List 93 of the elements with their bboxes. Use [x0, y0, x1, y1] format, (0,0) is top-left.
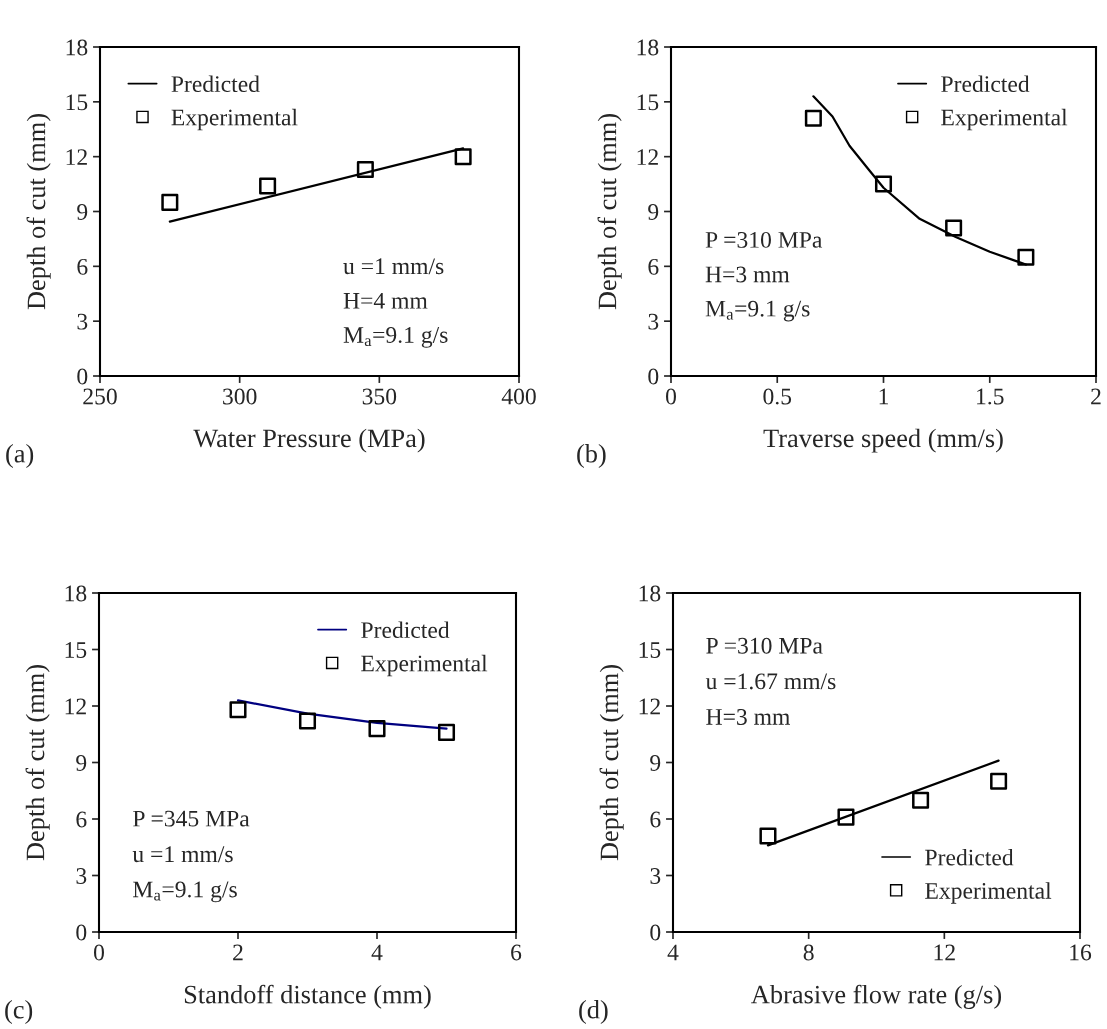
point	[229, 701, 247, 719]
y-tick-label: 0	[648, 368, 659, 385]
annotation: P =310 MPa	[705, 231, 823, 248]
point	[990, 772, 1008, 790]
point	[1017, 248, 1035, 266]
x-axis-title: Traverse speed (mm/s)	[763, 428, 1003, 453]
legend-label: Experimental	[941, 108, 1068, 131]
x-tick-label: 8	[803, 944, 814, 961]
point	[454, 148, 472, 166]
y-tick-label: 18	[637, 39, 659, 56]
x-tick-label: 250	[83, 388, 117, 405]
legend-label: Predicted	[925, 848, 1014, 866]
point	[837, 808, 855, 826]
x-tick-label: 2	[1091, 388, 1101, 405]
annotation: H=4 mm	[343, 292, 428, 309]
y-axis-title: Depth of cut (mm)	[599, 665, 624, 861]
x-tick-label: 4	[667, 944, 679, 961]
x-tick-label: 1.5	[977, 388, 1004, 405]
y-tick-label: 18	[66, 39, 88, 56]
y-tick-label: 12	[65, 698, 86, 715]
y-axis-title: Depth of cut (mm)	[597, 114, 622, 310]
y-tick-label: 6	[77, 258, 88, 275]
text: (a)	[6, 444, 34, 468]
y-tick-label: 15	[639, 642, 661, 658]
text: (d)	[579, 1000, 608, 1024]
annotation: M$_{a}$=9.1 g/s	[705, 300, 810, 322]
y-tick-label: 9	[648, 204, 659, 220]
y-tick-label: 18	[639, 585, 661, 602]
annotation: M$_{a}$=9.1 g/s	[343, 327, 448, 348]
y-tick-label: 3	[77, 313, 88, 330]
point	[161, 193, 179, 211]
y-tick-label: 6	[76, 811, 87, 828]
legend-label: Experimental	[171, 108, 298, 131]
x-axis-title: Abrasive flow rate (g/s)	[751, 984, 1002, 1009]
point	[356, 160, 374, 178]
y-tick-label: 15	[637, 94, 659, 111]
text: (b)	[577, 444, 606, 468]
annotation: H=3 mm	[706, 709, 790, 725]
point	[874, 175, 893, 193]
x-tick-label: 1	[879, 388, 888, 405]
text: (c)	[5, 1000, 33, 1024]
x-tick-label: 6	[511, 944, 522, 961]
y-tick-label: 9	[77, 204, 88, 220]
point	[759, 827, 777, 845]
x-axis-title: Water Pressure (MPa)	[193, 428, 425, 453]
point	[912, 791, 930, 809]
annotation: M$_{a}$=9.1 g/s	[133, 881, 237, 903]
legend-label: Experimental	[361, 654, 488, 677]
x-tick-label: 0.5	[763, 388, 792, 405]
y-tick-label: 3	[648, 313, 659, 330]
y-tick-label: 3	[76, 868, 87, 884]
legend-label: Predicted	[941, 75, 1030, 93]
point	[259, 177, 277, 195]
x-tick-label: 16	[1070, 944, 1092, 961]
point	[804, 109, 822, 127]
x-tick-label: 4	[371, 944, 383, 961]
y-tick-label: 0	[76, 924, 87, 941]
x-tick-label: 300	[223, 388, 257, 405]
y-tick-label: 12	[66, 149, 87, 165]
annotation: u =1.67 mm/s	[705, 673, 836, 690]
y-tick-label: 0	[650, 924, 661, 941]
y-tick-label: 15	[66, 94, 88, 111]
x-tick-label: 0	[666, 388, 676, 405]
x-tick-label: 0	[94, 944, 104, 961]
legend-label: Predicted	[171, 75, 260, 93]
point	[368, 720, 386, 738]
x-tick-label: 2	[233, 944, 243, 961]
x-tick-label: 400	[501, 388, 536, 405]
y-tick-label: 12	[637, 149, 658, 165]
y-tick-label: 6	[648, 258, 659, 275]
legend-label: Predicted	[361, 621, 450, 639]
annotation: H=3 mm	[705, 266, 790, 283]
x-tick-label: 350	[362, 388, 397, 405]
y-tick-label: 18	[65, 585, 87, 602]
x-tick-label: 12	[934, 944, 955, 961]
point	[945, 219, 963, 237]
annotation: u =1 mm/s	[343, 258, 444, 275]
y-tick-label: 6	[650, 811, 661, 828]
legend-label: Experimental	[925, 882, 1052, 904]
y-tick-label: 15	[65, 642, 87, 658]
annotation: P =345 MPa	[133, 810, 250, 827]
point	[437, 723, 456, 741]
y-tick-label: 12	[639, 698, 660, 715]
x-axis-title: Standoff distance (mm)	[184, 984, 431, 1009]
y-tick-label: 9	[650, 755, 661, 771]
y-tick-label: 9	[76, 755, 87, 771]
y-axis-title: Depth of cut (mm)	[26, 114, 51, 310]
point	[298, 712, 317, 730]
y-tick-label: 0	[77, 368, 88, 385]
y-tick-label: 3	[650, 868, 661, 884]
y-axis-title: Depth of cut (mm)	[25, 665, 50, 861]
annotation: P =310 MPa	[706, 637, 823, 654]
annotation: u =1 mm/s	[132, 846, 233, 863]
